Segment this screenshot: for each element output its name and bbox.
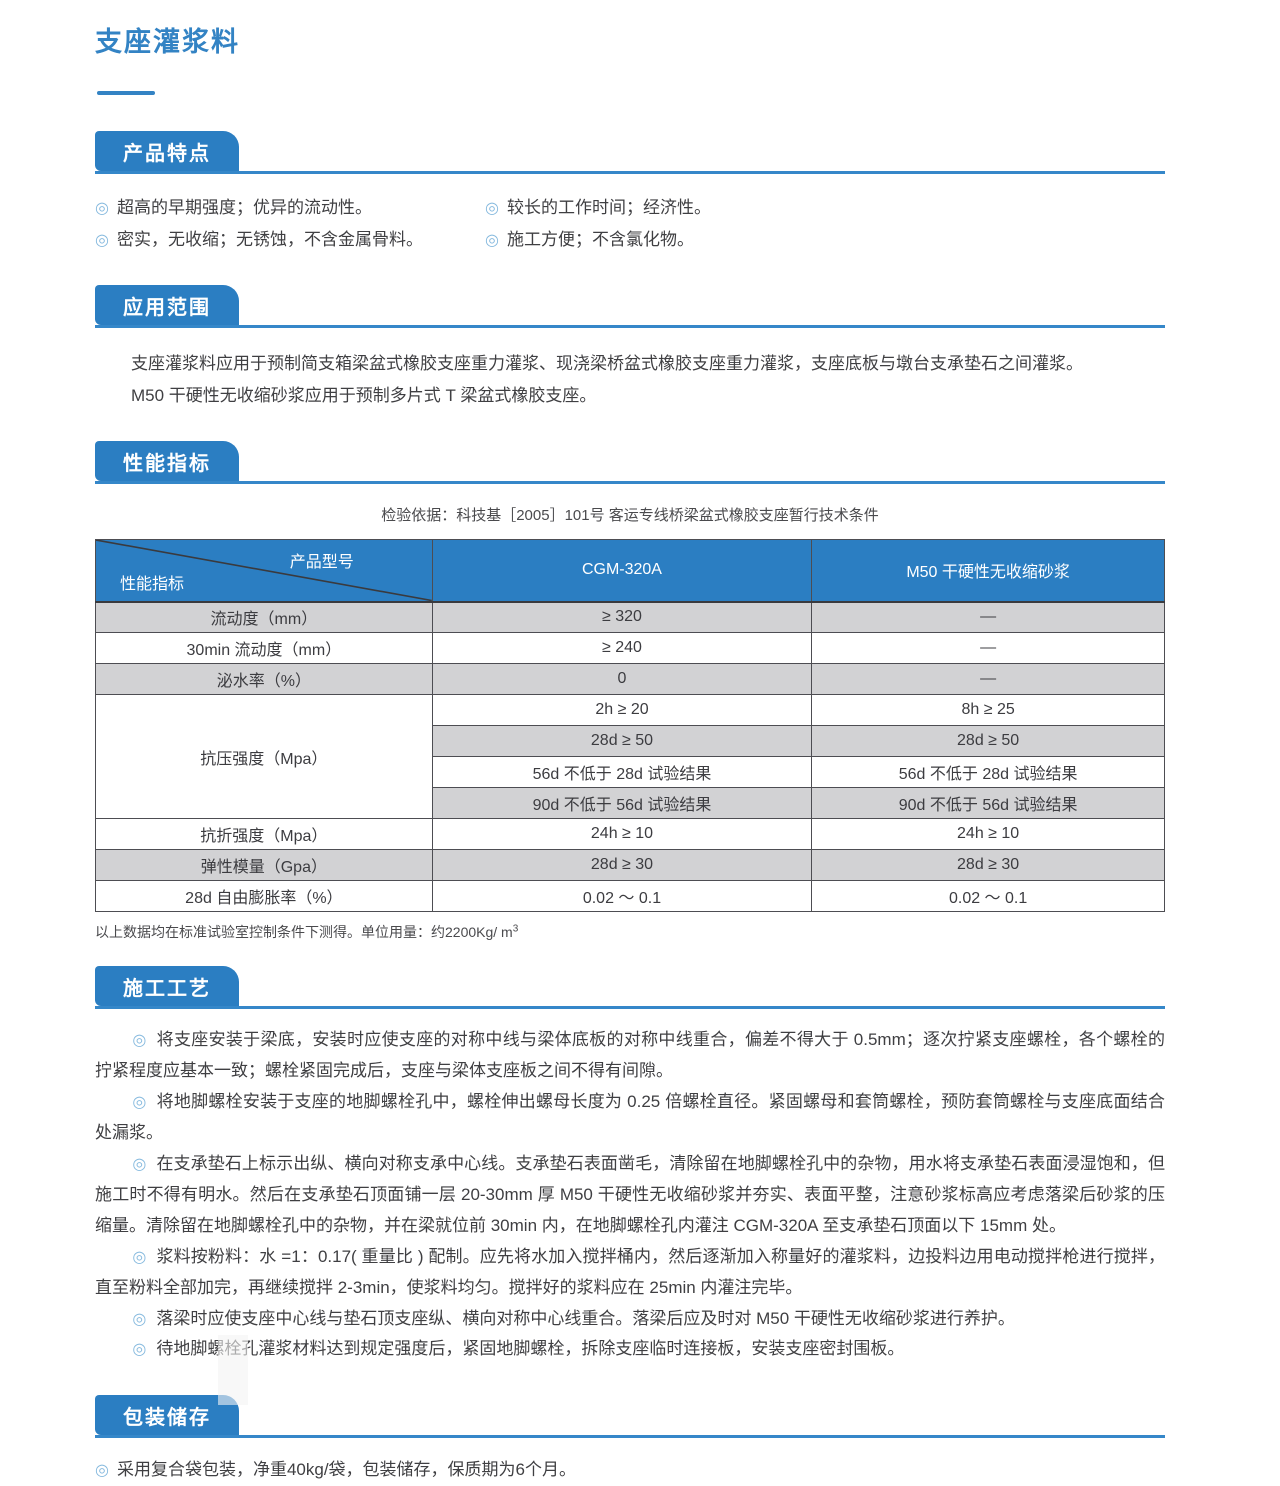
bullseye-icon: ◎	[485, 200, 499, 217]
construction-steps: ◎ 将支座安装于梁底，安装时应使支座的对称中线与梁体底板的对称中线重合，偏差不得大…	[95, 1025, 1165, 1365]
table-header-row: 产品型号 性能指标 CGM-320A M50 干硬性无收缩砂浆	[95, 539, 1165, 603]
section-badge-application: 应用范围	[95, 285, 239, 326]
cell-cgm: 56d 不低于 28d 试验结果	[431, 756, 813, 789]
step-text: 将支座安装于梁底，安装时应使支座的对称中线与梁体底板的对称中线重合，偏差不得大于…	[95, 1030, 1165, 1080]
feature-text: 较长的工作时间；经济性。	[506, 198, 711, 217]
section-badge-performance: 性能指标	[95, 441, 239, 482]
table-row: 抗压强度（Mpa） 2h ≥ 20 8h ≥ 25	[95, 694, 1165, 820]
cell-cgm: ≥ 320	[431, 601, 813, 634]
row-label: 泌水率（%）	[95, 663, 433, 696]
cell-m50: 56d 不低于 28d 试验结果	[811, 756, 1165, 789]
footnote-text: 以上数据均在标准试验室控制条件下测得。单位用量：约2200Kg/ m	[95, 924, 513, 941]
row-label: 流动度（mm）	[95, 601, 433, 634]
cell-m50: 8h ≥ 25	[811, 694, 1165, 727]
corner-label-product-model: 产品型号	[289, 554, 354, 572]
table-row: 流动度（mm） ≥ 320 —	[95, 601, 1165, 634]
cell-m50: —	[811, 632, 1165, 665]
bullseye-icon: ◎	[95, 231, 109, 249]
table-row: 泌水率（%） 0 —	[95, 663, 1165, 696]
feature-item: ◎ 较长的工作时间；经济性。	[485, 192, 1165, 224]
cell-m50: —	[811, 601, 1165, 634]
row-label: 30min 流动度（mm）	[95, 632, 433, 665]
cell-m50: 0.02 ～ 0.1	[811, 880, 1165, 913]
feature-text: 密实，无收缩；无锈蚀，不含金属骨料。	[116, 229, 423, 249]
section-header-features: 产品特点	[95, 131, 1165, 174]
bullseye-icon: ◎	[132, 1341, 147, 1359]
application-text: 支座灌浆料应用于预制简支箱梁盆式橡胶支座重力灌浆、现浇梁桥盆式橡胶支座重力灌浆，…	[131, 348, 1165, 411]
bullseye-icon: ◎	[132, 1032, 147, 1050]
packaging-text: 采用复合袋包装，净重40kg/袋，包装储存，保质期为6个月。	[116, 1460, 577, 1480]
footnote-superscript: 3	[512, 923, 519, 935]
cell-m50: —	[811, 663, 1165, 696]
cell-cgm: 0	[431, 663, 813, 696]
features-list: ◎ 超高的早期强度；优异的流动性。 ◎ 密实，无收缩；无锈蚀，不含金属骨料。 ◎…	[95, 192, 1165, 255]
cell-cgm: 90d 不低于 56d 试验结果	[431, 787, 813, 820]
bullseye-icon: ◎	[95, 200, 109, 217]
step-text: 待地脚螺栓孔灌浆材料达到规定强度后，紧固地脚螺栓，拆除支座临时连接板，安装支座密…	[156, 1339, 905, 1359]
feature-item: ◎ 密实，无收缩；无锈蚀，不含金属骨料。	[95, 224, 485, 256]
test-basis-note: 检验依据：科技基［2005］101号 客运专线桥梁盆式橡胶支座暂行技术条件	[381, 507, 879, 525]
construction-step: ◎ 浆料按粉料：水 =1：0.17( 重量比 ) 配制。应先将水加入搅拌桶内，然后…	[95, 1242, 1165, 1304]
section-badge-features: 产品特点	[95, 131, 239, 171]
row-label: 抗折强度（Mpa）	[95, 818, 433, 851]
feature-item: ◎ 施工方便；不含氯化物。	[485, 224, 1165, 256]
cell-cgm: 0.02 ～ 0.1	[431, 880, 813, 913]
column-header-cgm320a: CGM-320A	[431, 539, 813, 603]
table-row: 弹性模量（Gpa） 28d ≥ 30 28d ≥ 30	[95, 849, 1165, 882]
row-label-compressive: 抗压强度（Mpa）	[95, 694, 433, 820]
bullseye-icon: ◎	[132, 1248, 147, 1266]
step-text: 浆料按粉料：水 =1：0.17( 重量比 ) 配制。应先将水加入搅拌桶内，然后逐…	[95, 1246, 1165, 1297]
application-paragraph: M50 干硬性无收缩砂浆应用于预制多片式 T 梁盆式橡胶支座。	[131, 385, 597, 405]
table-row: 28d 自由膨胀率（%） 0.02 ～ 0.1 0.02 ～ 0.1	[95, 880, 1165, 913]
table-row: 90d 不低于 56d 试验结果 90d 不低于 56d 试验结果	[96, 787, 1165, 820]
construction-step: ◎ 在支承垫石上标示出纵、横向对称支承中心线。支承垫石表面凿毛，清除留在地脚螺栓孔…	[95, 1149, 1165, 1242]
cell-m50: 28d ≥ 50	[811, 725, 1165, 758]
bullseye-icon: ◎	[132, 1093, 147, 1111]
application-paragraph: 支座灌浆料应用于预制简支箱梁盆式橡胶支座重力灌浆、现浇梁桥盆式橡胶支座重力灌浆，…	[131, 354, 1083, 374]
section-header-construction: 施工工艺	[95, 966, 1165, 1010]
step-text: 落梁时应使支座中心线与垫石顶支座纵、横向对称中心线重合。落梁后应及时对 M50 …	[156, 1308, 1015, 1328]
cell-m50: 24h ≥ 10	[811, 818, 1165, 851]
page-title: 支座灌浆料	[95, 27, 240, 57]
feature-text: 超高的早期强度；优异的流动性。	[116, 198, 372, 217]
bullseye-icon: ◎	[132, 1155, 147, 1173]
feature-item: ◎ 超高的早期强度；优异的流动性。	[95, 192, 485, 224]
cell-cgm: ≥ 240	[431, 632, 813, 665]
corner-label-performance-index: 性能指标	[120, 575, 185, 593]
row-label: 弹性模量（Gpa）	[95, 849, 433, 882]
diagonal-divider	[96, 540, 432, 601]
cell-cgm: 2h ≥ 20	[431, 694, 813, 727]
cell-m50: 90d 不低于 56d 试验结果	[811, 787, 1165, 820]
bullseye-icon: ◎	[95, 1462, 109, 1480]
construction-step: ◎ 待地脚螺栓孔灌浆材料达到规定强度后，紧固地脚螺栓，拆除支座临时连接板，安装支座…	[95, 1334, 1165, 1365]
construction-step: ◎ 落梁时应使支座中心线与垫石顶支座纵、横向对称中心线重合。落梁后应及时对 M50…	[95, 1304, 1165, 1335]
cell-cgm: 28d ≥ 50	[431, 725, 813, 758]
table-corner-cell: 产品型号 性能指标	[95, 539, 433, 603]
scan-artifact	[218, 1335, 248, 1405]
performance-table: 产品型号 性能指标 CGM-320A M50 干硬性无收缩砂浆 流动度（mm） …	[95, 539, 1165, 913]
table-row: 56d 不低于 28d 试验结果 56d 不低于 28d 试验结果	[96, 756, 1165, 789]
table-row: 30min 流动度（mm） ≥ 240 —	[95, 632, 1165, 665]
cell-m50: 28d ≥ 30	[811, 849, 1165, 882]
table-row: 抗折强度（Mpa） 24h ≥ 10 24h ≥ 10	[95, 818, 1165, 851]
row-label: 28d 自由膨胀率（%）	[95, 880, 433, 913]
construction-step: ◎ 将支座安装于梁底，安装时应使支座的对称中线与梁体底板的对称中线重合，偏差不得大…	[95, 1025, 1165, 1087]
packaging-item: ◎ 采用复合袋包装，净重40kg/袋，包装储存，保质期为6个月。	[95, 1454, 1165, 1486]
cell-cgm: 24h ≥ 10	[431, 818, 813, 851]
bullseye-icon: ◎	[132, 1310, 147, 1328]
section-header-performance: 性能指标	[95, 441, 1165, 485]
table-footnote: 以上数据均在标准试验室控制条件下测得。单位用量：约2200Kg/ m3	[95, 922, 1165, 942]
construction-step: ◎ 将地脚螺栓安装于支座的地脚螺栓孔中，螺栓伸出螺母长度为 0.25 倍螺栓直径。…	[95, 1087, 1165, 1149]
step-text: 在支承垫石上标示出纵、横向对称支承中心线。支承垫石表面凿毛，清除留在地脚螺栓孔中…	[95, 1153, 1165, 1235]
step-text: 将地脚螺栓安装于支座的地脚螺栓孔中，螺栓伸出螺母长度为 0.25 倍螺栓直径。紧…	[95, 1091, 1166, 1142]
column-header-m50: M50 干硬性无收缩砂浆	[811, 539, 1165, 603]
bullseye-icon: ◎	[485, 231, 499, 249]
title-underline	[97, 91, 155, 95]
section-header-packaging: 包装储存	[95, 1395, 1165, 1439]
section-badge-construction: 施工工艺	[95, 966, 239, 1007]
section-header-application: 应用范围	[95, 285, 1165, 329]
feature-text: 施工方便；不含氯化物。	[506, 229, 694, 249]
cell-cgm: 28d ≥ 30	[431, 849, 813, 882]
